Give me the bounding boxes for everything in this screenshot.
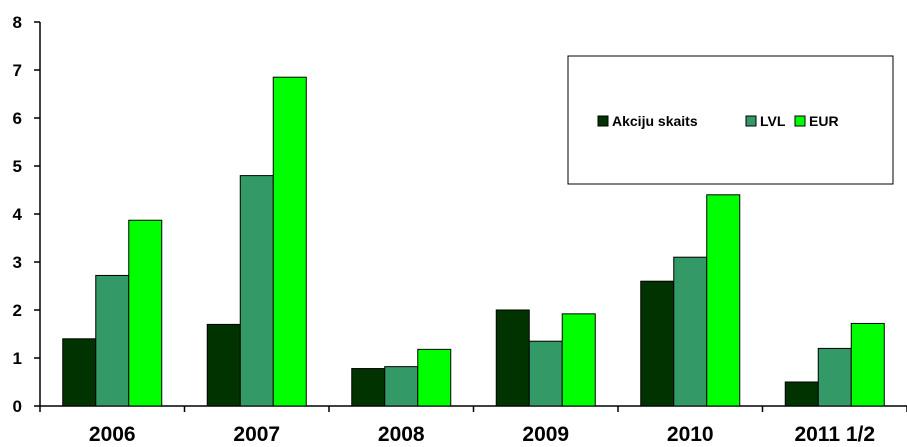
legend-label: LVL [760, 113, 786, 129]
x-axis: 2006 2007 2008 2009 2010 2011 1/2 [39, 405, 907, 446]
x-category-label: 2007 [233, 423, 280, 446]
x-category-label: 2011 1/2 [794, 423, 875, 446]
bar-1-0 [95, 274, 130, 407]
bar-0-4 [640, 280, 675, 407]
legend-label: Akciju skaits [612, 113, 698, 129]
bar-0-1 [206, 323, 241, 407]
x-category-label: 2006 [89, 423, 136, 446]
bar-2-4 [706, 194, 741, 407]
bar-1-4 [673, 256, 708, 407]
y-tick-label: 1 [13, 349, 22, 368]
y-tick-label: 0 [13, 397, 22, 416]
bar-2-3 [561, 313, 596, 407]
bar-0-3 [495, 309, 530, 407]
bar-2-5 [850, 322, 885, 407]
bar-2-0 [128, 219, 163, 407]
bar-2-1 [272, 76, 307, 407]
y-tick-label: 6 [13, 109, 22, 128]
legend-swatch [597, 115, 609, 127]
y-tick-label: 4 [13, 205, 23, 224]
bar-0-5 [784, 381, 819, 407]
legend-label: EUR [809, 113, 839, 129]
x-category-label: 2009 [522, 423, 569, 446]
bar-2-2 [417, 348, 452, 407]
x-category-label: 2008 [378, 423, 425, 446]
legend-swatch [794, 115, 806, 127]
y-tick-label: 2 [13, 301, 22, 320]
legend-swatch [745, 115, 757, 127]
bar-1-2 [384, 366, 419, 407]
y-tick-label: 7 [13, 61, 22, 80]
x-category-label: 2010 [667, 423, 714, 446]
y-tick-label: 8 [13, 13, 22, 32]
legend: Akciju skaits LVL EUR [567, 55, 894, 185]
bar-0-0 [62, 338, 97, 407]
bar-1-1 [239, 175, 274, 407]
y-tick-label: 3 [13, 253, 22, 272]
bar-1-5 [817, 347, 852, 407]
legend-box [567, 55, 894, 185]
bar-0-2 [351, 368, 386, 407]
bars [62, 76, 885, 407]
bar-1-3 [528, 340, 563, 407]
y-axis: 0 1 2 3 4 5 6 7 8 [13, 13, 41, 416]
y-tick-label: 5 [13, 157, 22, 176]
